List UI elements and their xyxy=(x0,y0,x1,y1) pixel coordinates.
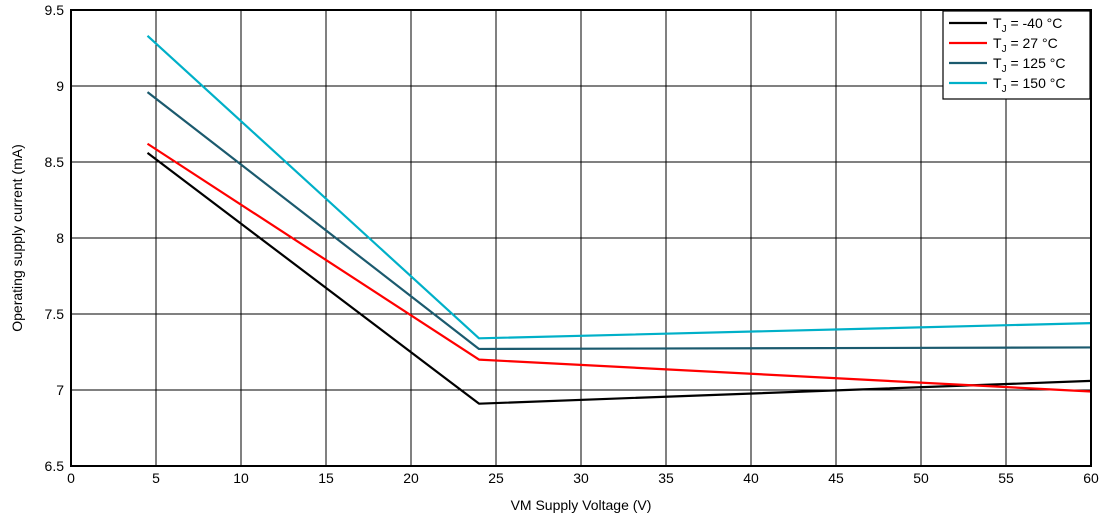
y-tick-label: 7.5 xyxy=(45,306,65,322)
x-tick-label: 35 xyxy=(658,470,674,486)
y-tick-label: 8 xyxy=(56,230,64,246)
x-tick-label: 60 xyxy=(1083,470,1099,486)
series-layer xyxy=(146,35,1092,405)
legend-label: TJ = 27 °C xyxy=(993,35,1058,55)
y-tick-label: 7 xyxy=(56,382,64,398)
x-tick-labels: 0 5 10 15 20 25 30 35 40 45 50 55 60 xyxy=(67,470,1099,486)
series-line-3 xyxy=(146,35,1092,340)
plot-frame xyxy=(70,9,1092,467)
series-line-2 xyxy=(146,91,1092,351)
x-tick-label: 50 xyxy=(913,470,929,486)
x-tick-label: 0 xyxy=(67,470,75,486)
y-axis-title: Operating supply current (mA) xyxy=(9,144,25,332)
y-tick-label: 9 xyxy=(56,78,64,94)
x-tick-label: 55 xyxy=(998,470,1014,486)
x-axis-title: VM Supply Voltage (V) xyxy=(511,497,652,513)
y-tick-label: 6.5 xyxy=(45,458,65,474)
y-tick-label: 9.5 xyxy=(45,2,65,18)
series-line-0 xyxy=(146,152,1092,405)
series-line-1 xyxy=(146,142,1092,393)
legend-box xyxy=(942,10,1091,100)
legend: TJ = -40 °CTJ = 27 °CTJ = 125 °CTJ = 150… xyxy=(942,10,1091,100)
x-tick-label: 5 xyxy=(152,470,160,486)
grid xyxy=(70,9,1092,467)
x-tick-label: 40 xyxy=(743,470,759,486)
legend-label: TJ = -40 °C xyxy=(993,15,1062,35)
x-tick-label: 45 xyxy=(828,470,844,486)
legend-label: TJ = 150 °C xyxy=(993,75,1065,95)
x-tick-label: 20 xyxy=(403,470,419,486)
y-tick-labels: 6.5 7 7.5 8 8.5 9 9.5 xyxy=(45,2,65,474)
x-tick-label: 10 xyxy=(233,470,249,486)
x-tick-label: 25 xyxy=(488,470,504,486)
y-tick-label: 8.5 xyxy=(45,154,65,170)
legend-label: TJ = 125 °C xyxy=(993,55,1065,75)
x-tick-label: 30 xyxy=(573,470,589,486)
x-tick-label: 15 xyxy=(318,470,334,486)
